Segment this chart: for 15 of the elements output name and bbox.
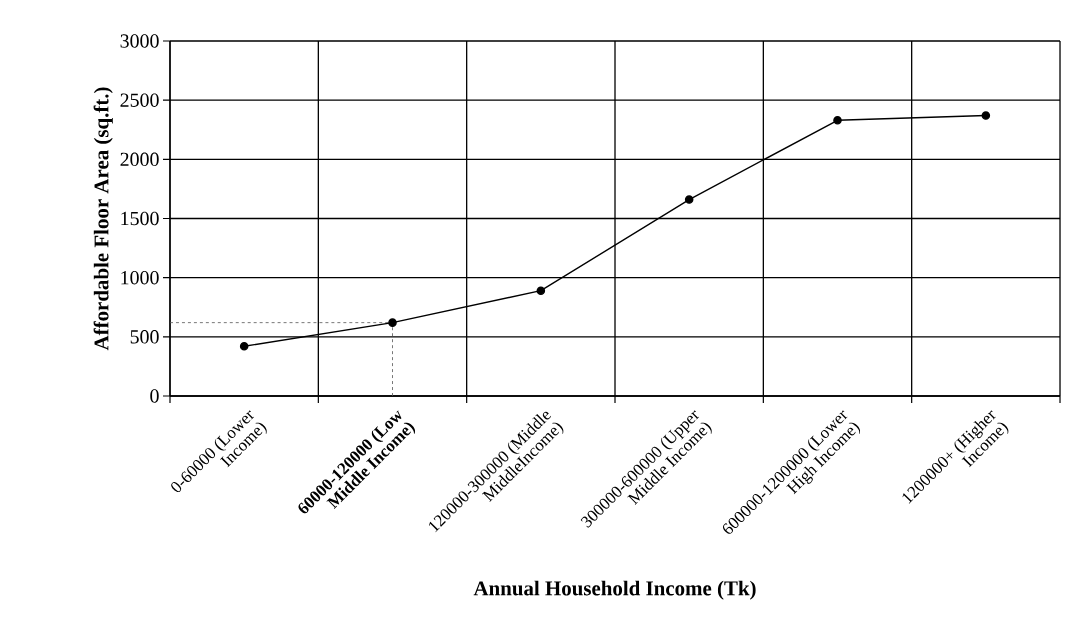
point: [536, 286, 546, 295]
point: [239, 342, 249, 351]
y-tick-label: 2500: [120, 93, 159, 107]
y-tick-label: 0: [150, 389, 159, 403]
y-tick-label: 1000: [121, 270, 159, 285]
point: [981, 111, 991, 120]
point: [833, 116, 842, 125]
point: [684, 195, 694, 204]
x-axis-title: Annual Household Income (Tk): [473, 580, 756, 600]
y-tick-label: 500: [130, 330, 159, 344]
y-tick-label: 3000: [120, 34, 159, 48]
y-tick-label: 2000: [120, 152, 159, 167]
y-axis-title: Affordable Floor Area (sq.ft.): [93, 87, 113, 351]
point: [388, 318, 397, 327]
y-tick-label: 1500: [121, 211, 159, 226]
